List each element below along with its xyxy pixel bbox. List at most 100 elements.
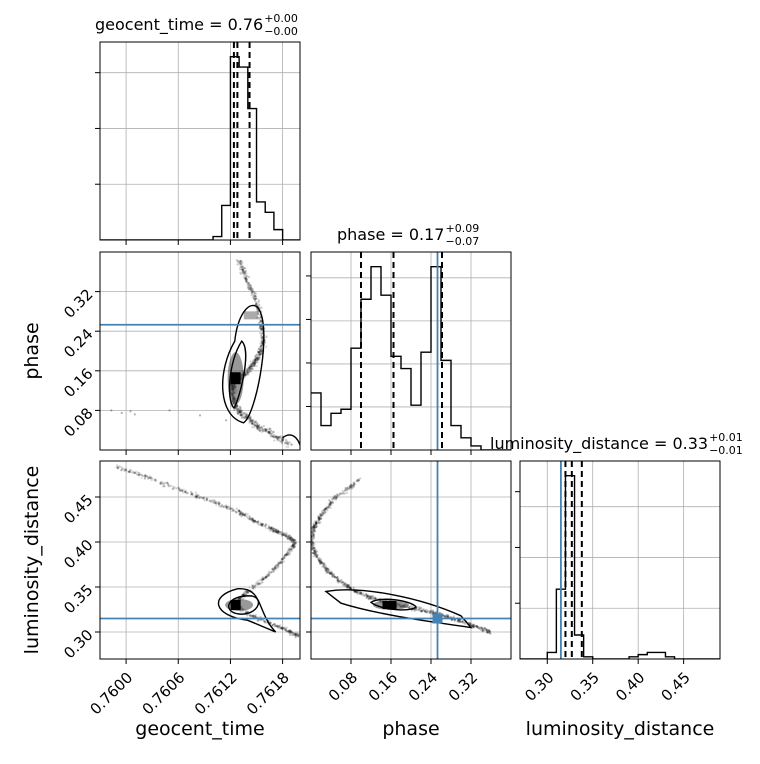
scatter-point bbox=[317, 517, 321, 520]
scatter-point bbox=[365, 596, 368, 599]
scatter-point bbox=[350, 485, 353, 488]
scatter-point bbox=[260, 325, 263, 328]
scatter-point bbox=[369, 595, 372, 598]
scatter-point bbox=[317, 557, 320, 560]
scatter-point bbox=[456, 620, 459, 623]
scatter-point bbox=[235, 406, 238, 409]
scatter-point bbox=[314, 548, 317, 551]
scatter-point bbox=[257, 356, 261, 359]
scatter-point bbox=[163, 481, 167, 484]
scatter-point bbox=[236, 412, 240, 416]
scatter-point bbox=[346, 584, 349, 588]
scatter-point bbox=[276, 565, 280, 568]
scatter-point bbox=[239, 413, 242, 417]
scatter-point bbox=[292, 539, 295, 542]
scatter-point bbox=[290, 536, 293, 539]
scatter-point bbox=[260, 340, 263, 343]
scatter-point bbox=[258, 582, 261, 585]
scatter-point bbox=[348, 487, 351, 490]
panel-title-minus: −0.01 bbox=[709, 444, 743, 457]
scatter-point bbox=[264, 523, 268, 527]
scatter-point bbox=[367, 594, 370, 597]
scatter-point bbox=[292, 539, 295, 542]
scatter-point bbox=[233, 408, 236, 412]
scatter-point bbox=[284, 628, 287, 632]
scatter-point bbox=[330, 572, 334, 575]
scatter-point bbox=[314, 524, 317, 527]
scatter-point bbox=[211, 499, 214, 502]
scatter-point bbox=[312, 542, 315, 546]
scatter-point bbox=[259, 350, 262, 353]
scatter-point bbox=[195, 495, 198, 498]
x-tick-label: 0.35 bbox=[567, 669, 603, 705]
scatter-point bbox=[260, 344, 263, 348]
scatter-point bbox=[260, 522, 263, 525]
scatter-point bbox=[292, 542, 295, 545]
scatter-point bbox=[273, 566, 277, 569]
scatter-point bbox=[274, 531, 278, 534]
scatter-point bbox=[275, 435, 278, 438]
scatter-point bbox=[276, 566, 279, 569]
scatter-point bbox=[281, 626, 284, 629]
scatter-point bbox=[429, 610, 433, 613]
scatter-point bbox=[236, 408, 240, 411]
scatter-point bbox=[270, 435, 273, 438]
scatter-point bbox=[274, 436, 277, 439]
scatter-point bbox=[246, 283, 250, 286]
scatter-point bbox=[263, 620, 266, 623]
scatter-point bbox=[259, 320, 262, 323]
scatter-point bbox=[214, 501, 217, 505]
scatter-point bbox=[442, 613, 445, 617]
scatter-point bbox=[144, 474, 147, 477]
scatter-point bbox=[288, 549, 291, 552]
scatter-point bbox=[277, 626, 280, 629]
scatter-point bbox=[278, 561, 281, 565]
scatter-point bbox=[257, 579, 261, 582]
scatter-point bbox=[314, 522, 317, 525]
scatter-point bbox=[273, 623, 276, 626]
scatter-point bbox=[227, 505, 230, 508]
scatter-point bbox=[481, 626, 484, 629]
scatter-point bbox=[348, 586, 351, 589]
scatter-point bbox=[423, 610, 426, 613]
scatter-point bbox=[319, 557, 322, 561]
scatter-point bbox=[311, 531, 315, 535]
scatter-point bbox=[445, 614, 448, 617]
scatter-point bbox=[240, 265, 243, 268]
scatter-point bbox=[253, 291, 256, 294]
scatter-point bbox=[254, 300, 257, 303]
scatter-point bbox=[314, 550, 317, 553]
scatter-point bbox=[273, 567, 277, 570]
scatter-point bbox=[245, 371, 249, 374]
scatter-point bbox=[323, 563, 326, 566]
scatter-point bbox=[269, 527, 272, 530]
scatter-point bbox=[344, 488, 347, 491]
x-tick-label: 0.7606 bbox=[139, 669, 189, 719]
scatter-point bbox=[318, 558, 321, 561]
scatter-point bbox=[313, 527, 316, 530]
scatter-point bbox=[290, 536, 293, 539]
scatter-point bbox=[260, 344, 263, 348]
scatter-point bbox=[261, 338, 264, 341]
scatter-point bbox=[431, 609, 435, 612]
scatter-point bbox=[257, 351, 260, 354]
scatter-point bbox=[253, 292, 256, 296]
scatter-point bbox=[354, 591, 357, 594]
scatter-point bbox=[256, 520, 259, 523]
scatter-point bbox=[369, 597, 372, 600]
scatter-point bbox=[313, 524, 316, 528]
scatter-point bbox=[238, 509, 241, 513]
scatter-point bbox=[488, 629, 491, 632]
scatter-point bbox=[236, 263, 239, 266]
scatter-point bbox=[264, 620, 267, 623]
scatter-point bbox=[251, 587, 255, 590]
scatter-point bbox=[488, 630, 491, 633]
scatter-point bbox=[317, 521, 320, 524]
scatter-point bbox=[247, 373, 250, 376]
scatter-point bbox=[261, 340, 264, 343]
scatter-point bbox=[260, 352, 263, 355]
scatter-point bbox=[315, 521, 318, 524]
scatter-point bbox=[276, 532, 279, 535]
scatter-point bbox=[289, 629, 292, 632]
scatter-point bbox=[239, 413, 242, 416]
